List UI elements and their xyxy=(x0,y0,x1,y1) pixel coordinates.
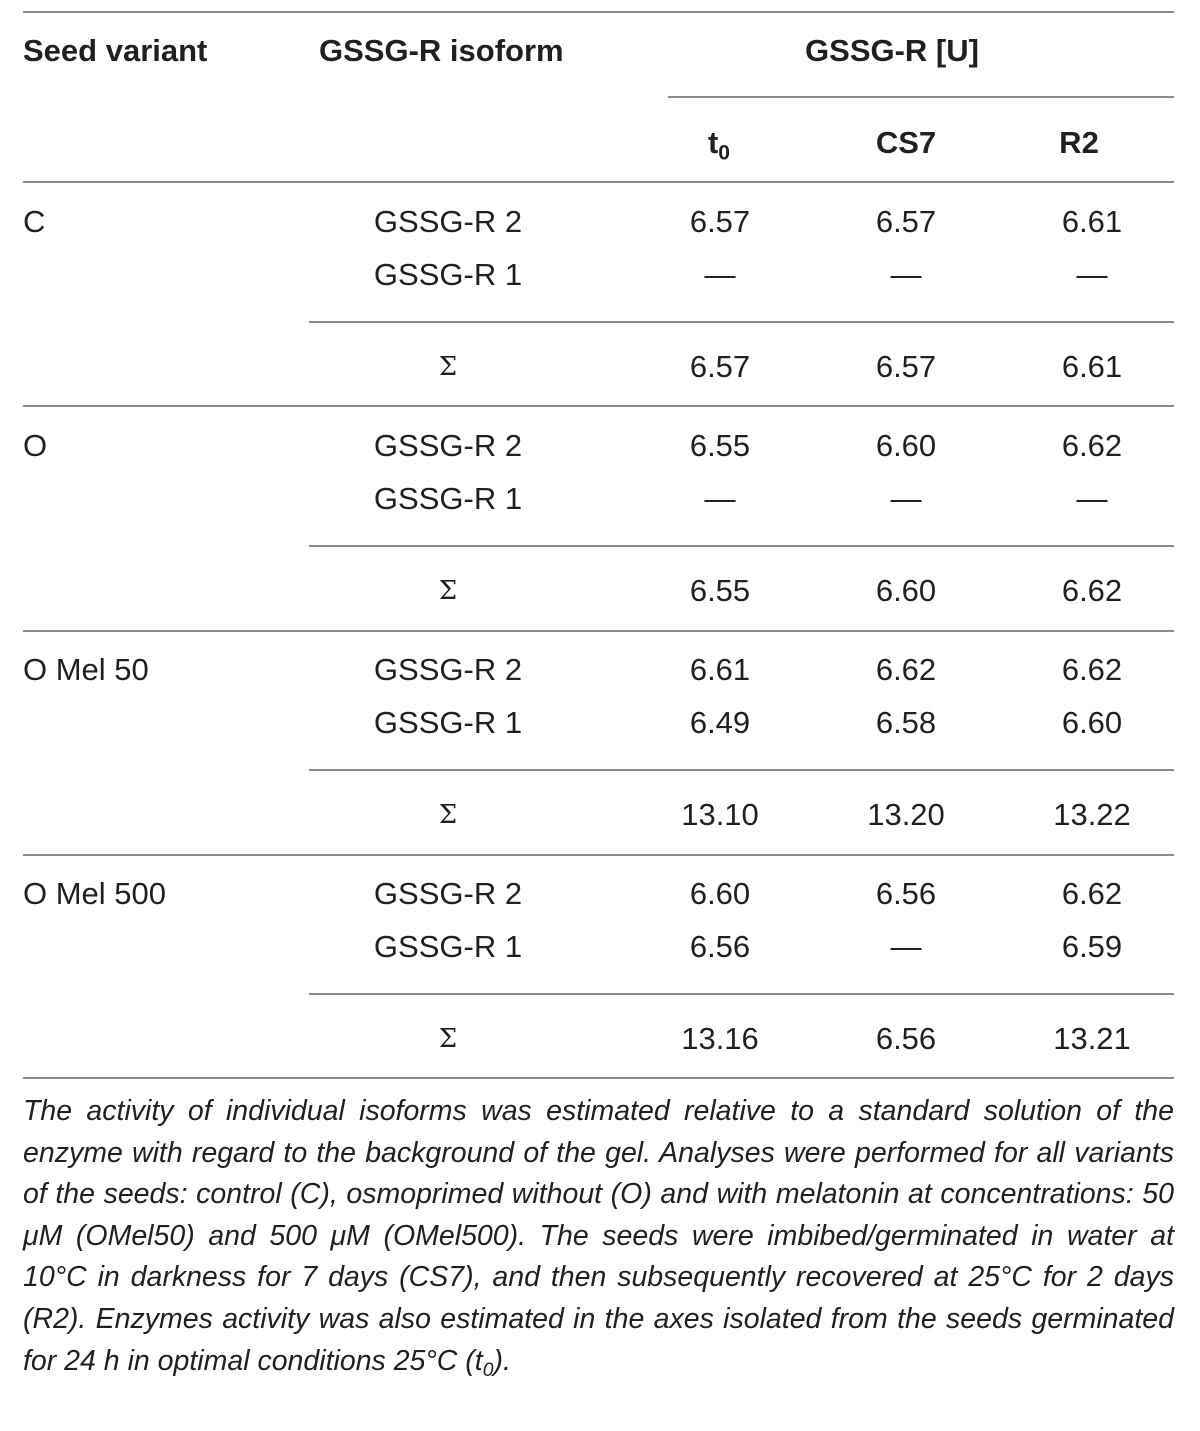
cell-t0: — xyxy=(704,481,736,516)
sum-cs7: 13.20 xyxy=(867,797,945,832)
sum-cs7: 6.57 xyxy=(875,349,937,384)
seed-variant-label: O xyxy=(23,428,48,463)
sum-t0: 6.55 xyxy=(689,573,751,608)
group-divider-rule xyxy=(23,854,1174,856)
subtotal-rule xyxy=(309,545,1174,547)
header-gssgr-units: GSSG-R [U] xyxy=(805,33,979,68)
group-divider-rule xyxy=(23,630,1174,632)
subtotal-rule xyxy=(309,769,1174,771)
sum-r2: 6.61 xyxy=(1061,349,1123,384)
cell-cs7: 6.58 xyxy=(875,705,937,740)
cell-cs7: 6.62 xyxy=(875,652,937,687)
cell-t0: — xyxy=(704,257,736,292)
isoform-label: GSSG-R 1 xyxy=(373,257,523,292)
cell-t0: 6.57 xyxy=(689,204,751,239)
table-bottom-rule xyxy=(23,1077,1174,1079)
sum-symbol: Σ xyxy=(438,576,458,606)
cell-t0: 6.61 xyxy=(689,652,751,687)
seed-variant-label: C xyxy=(23,204,46,239)
cell-t0: 6.49 xyxy=(689,705,751,740)
cell-t0: 6.60 xyxy=(689,876,751,911)
isoform-label: GSSG-R 2 xyxy=(373,204,523,239)
isoform-label: GSSG-R 2 xyxy=(373,652,523,687)
group-divider-rule xyxy=(23,405,1174,407)
seed-variant-label: O Mel 500 xyxy=(23,876,167,911)
cell-cs7: 6.56 xyxy=(875,876,937,911)
header-col-r2: R2 xyxy=(1059,125,1099,160)
sum-r2: 13.22 xyxy=(1053,797,1131,832)
cell-r2: — xyxy=(1076,257,1108,292)
sum-cs7: 6.56 xyxy=(875,1021,937,1056)
sum-symbol: Σ xyxy=(438,1024,458,1054)
isoform-label: GSSG-R 1 xyxy=(373,481,523,516)
cell-r2: — xyxy=(1076,481,1108,516)
sum-cs7: 6.60 xyxy=(875,573,937,608)
sum-symbol: Σ xyxy=(438,800,458,830)
group-header-rule xyxy=(668,96,1174,98)
isoform-label: GSSG-R 1 xyxy=(373,929,523,964)
cell-t0: 6.55 xyxy=(689,428,751,463)
cell-t0: 6.56 xyxy=(689,929,751,964)
seed-variant-label: O Mel 50 xyxy=(23,652,149,687)
cell-cs7: — xyxy=(890,929,922,964)
sum-symbol: Σ xyxy=(438,352,458,382)
header-seed-variant: Seed variant xyxy=(23,33,208,68)
cell-r2: 6.62 xyxy=(1061,876,1123,911)
cell-r2: 6.60 xyxy=(1061,705,1123,740)
sum-t0: 13.16 xyxy=(681,1021,759,1056)
header-col-cs7: CS7 xyxy=(875,125,937,160)
header-col-t0-base: t xyxy=(707,125,719,160)
cell-cs7: 6.57 xyxy=(875,204,937,239)
sum-t0: 6.57 xyxy=(689,349,751,384)
subtotal-rule xyxy=(309,321,1174,323)
cell-cs7: 6.60 xyxy=(875,428,937,463)
sum-t0: 13.10 xyxy=(681,797,759,832)
footnote-text: The activity of individual isoforms was … xyxy=(23,1095,1174,1377)
cell-r2: 6.59 xyxy=(1061,929,1123,964)
sum-r2: 13.21 xyxy=(1053,1021,1131,1056)
cell-cs7: — xyxy=(890,257,922,292)
isoform-label: GSSG-R 2 xyxy=(373,876,523,911)
isoform-label: GSSG-R 2 xyxy=(373,428,523,463)
table-footnote: The activity of individual isoforms was … xyxy=(23,1091,1174,1382)
table-top-rule xyxy=(23,11,1174,13)
cell-r2: 6.62 xyxy=(1061,652,1123,687)
header-isoform: GSSG-R isoform xyxy=(319,33,564,68)
sum-r2: 6.62 xyxy=(1061,573,1123,608)
cell-cs7: — xyxy=(890,481,922,516)
header-col-t0: t0 xyxy=(707,125,731,165)
cell-r2: 6.62 xyxy=(1061,428,1123,463)
subtotal-rule xyxy=(309,993,1174,995)
header-col-t0-sub: 0 xyxy=(718,141,731,165)
header-bottom-rule xyxy=(23,181,1174,183)
footnote-end-tail: ). xyxy=(493,1344,511,1377)
isoform-label: GSSG-R 1 xyxy=(373,705,523,740)
footnote-end-sub: 0 xyxy=(482,1358,494,1381)
cell-r2: 6.61 xyxy=(1061,204,1123,239)
